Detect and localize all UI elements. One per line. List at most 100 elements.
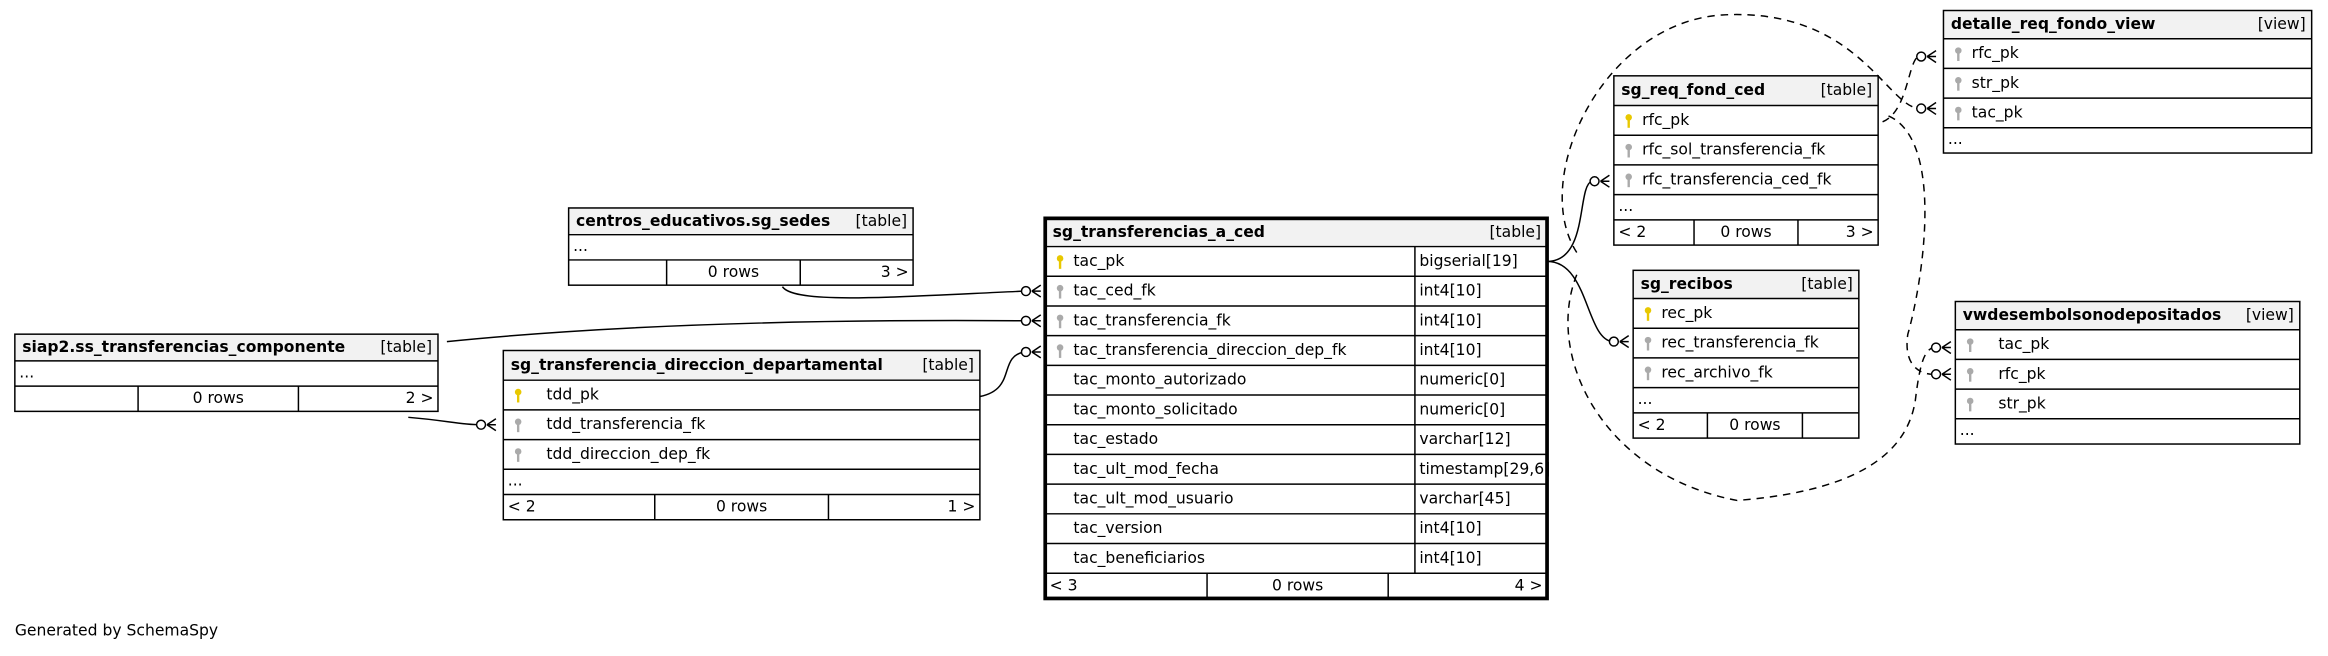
column-type: numeric[0] (1419, 400, 1505, 418)
table-kind: [table] (922, 356, 974, 374)
column-name: tac_pk (1998, 335, 2049, 354)
key-icon (514, 448, 522, 455)
optional-marker (1589, 176, 1600, 187)
table-name: detalle_req_fondo_view (1951, 15, 2156, 33)
key-icon (1056, 255, 1064, 262)
more-rows: ... (19, 363, 34, 381)
column-name: str_pk (1998, 394, 2045, 413)
column-type: varchar[45] (1419, 489, 1510, 507)
footer-cell: 0 rows (193, 389, 244, 407)
column-name: tac_pk (1972, 103, 2023, 122)
key-icon (516, 423, 520, 433)
table-name: sg_req_fond_ced (1621, 81, 1765, 99)
key-icon (1644, 366, 1652, 374)
table-border (1613, 75, 1879, 246)
relationship (781, 286, 1025, 299)
column-name: rfc_pk (1972, 44, 2019, 63)
table-kind: [view] (2246, 306, 2294, 324)
column-name: tac_ult_mod_usuario (1073, 489, 1233, 508)
footer-cell: 1 > (948, 498, 976, 516)
footer-cell: < 3 (1050, 576, 1078, 594)
footer-cell: 0 rows (708, 263, 759, 281)
table-kind: [table] (1489, 223, 1541, 241)
column-name: tac_estado (1073, 430, 1158, 449)
key-icon (1646, 371, 1650, 381)
many-marker (1941, 340, 1952, 355)
column-name: tac_pk (1073, 252, 1124, 271)
table-header-bg (1045, 218, 1548, 247)
table: sg_recibos [table] rec_pk rec_transferencia… (1632, 269, 1860, 439)
key-icon (1969, 402, 1972, 412)
table-kind: [table] (380, 338, 432, 356)
footer-cell: 0 rows (716, 498, 767, 516)
column-type: int4[10] (1419, 341, 1481, 359)
table: detalle_req_fondo_view [view] rfc_pk str_pk… (1942, 9, 2313, 154)
column-name: tac_beneficiarios (1073, 549, 1205, 568)
optional-marker (1608, 336, 1620, 347)
table-header-bg (568, 207, 914, 235)
footer-cell: 3 > (881, 263, 909, 281)
key-icon (514, 418, 522, 426)
key-icon (1625, 114, 1632, 121)
optional-marker (1020, 285, 1032, 297)
footer-cell: 4 > (1515, 576, 1543, 594)
table-name: sg_transferencia_direccion_departamental (511, 356, 883, 374)
footer-cell: < 2 (1638, 416, 1666, 434)
key-icon (1646, 341, 1650, 351)
key-icon (1058, 259, 1062, 269)
relationship (1888, 115, 1934, 375)
table-border (1043, 216, 1549, 601)
table-header-bg (14, 334, 438, 361)
key-icon (1625, 143, 1632, 151)
column-name: tac_ult_mod_fecha (1073, 460, 1219, 479)
footer-cell: 0 rows (1720, 223, 1771, 241)
key-icon (1627, 118, 1630, 128)
column-name: tac_monto_autorizado (1073, 371, 1246, 390)
column-name: str_pk (1972, 74, 2019, 93)
table-header-bg (1955, 301, 2300, 330)
table: centros_educativos.sg_sedes [table]... 0 r… (567, 207, 914, 286)
relationship (1882, 55, 1919, 123)
key-icon (1627, 148, 1630, 158)
table: sg_transferencias_a_ced [table] tac_pk bigs… (1043, 216, 1550, 601)
column-type: int4[10] (1419, 282, 1481, 300)
key-icon (1957, 111, 1960, 121)
column-type: timestamp[29,6] (1419, 460, 1550, 478)
footer-cell: < 2 (508, 498, 536, 516)
column-type: int4[10] (1419, 549, 1481, 567)
footer-cell: 2 > (406, 389, 434, 407)
optional-marker (1020, 346, 1032, 358)
table-header-bg (1613, 75, 1879, 106)
many-marker (1926, 101, 1937, 116)
column-name: tac_transferencia_fk (1073, 311, 1230, 330)
many-marker (1926, 49, 1937, 64)
table-border (1942, 9, 2313, 154)
table-border (14, 333, 439, 413)
more-rows: ... (508, 472, 523, 490)
relationship (1547, 180, 1593, 263)
table-header-bg (503, 350, 980, 381)
many-marker (1941, 367, 1952, 381)
key-icon (1644, 307, 1652, 314)
column-name: rfc_sol_transferencia_fk (1642, 141, 1825, 160)
key-icon (1955, 77, 1962, 84)
key-icon (1056, 344, 1064, 351)
many-marker (1031, 345, 1042, 359)
key-icon (514, 388, 522, 396)
many-marker (1031, 314, 1042, 328)
more-rows: ... (1638, 390, 1653, 408)
relationship (408, 416, 480, 426)
table-kind: [table] (1801, 275, 1853, 293)
relationship (1547, 260, 1613, 343)
key-icon (516, 393, 520, 403)
key-icon (1957, 81, 1960, 91)
many-marker (486, 418, 497, 432)
column-name: rec_pk (1661, 304, 1712, 323)
optional-marker (1930, 342, 1942, 353)
key-icon (1955, 106, 1962, 114)
column-name: tac_version (1073, 519, 1162, 538)
column-name: rfc_pk (1642, 111, 1689, 130)
table-border (567, 207, 914, 286)
column-name: rfc_transferencia_ced_fk (1642, 170, 1831, 189)
